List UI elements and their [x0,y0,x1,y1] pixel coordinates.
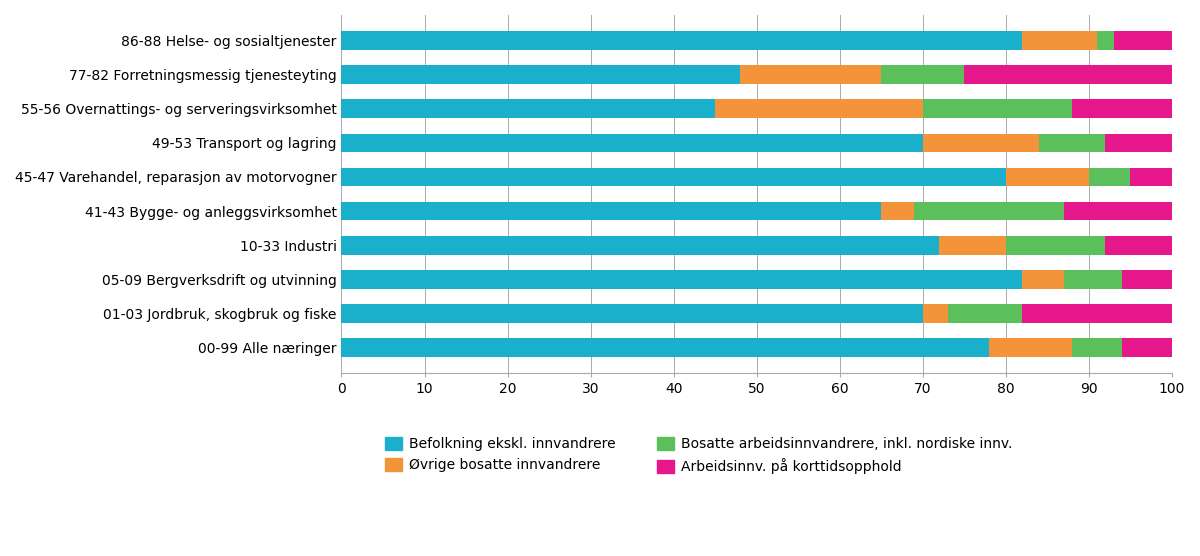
Bar [342,338,989,357]
Bar [1022,304,1172,322]
Bar [1064,270,1122,289]
Bar [342,133,923,152]
Bar [1097,31,1114,50]
Bar [1122,338,1172,357]
Bar [342,167,1006,186]
Bar [1064,202,1172,220]
Bar [1072,100,1172,118]
Bar [1114,31,1172,50]
Bar [881,202,914,220]
Bar [1006,236,1105,255]
Bar [881,66,965,84]
Bar [923,133,1039,152]
Bar [1006,167,1088,186]
Bar [1122,270,1172,289]
Bar [948,304,1022,322]
Bar [1105,236,1172,255]
Bar [342,270,1022,289]
Bar [989,338,1072,357]
Bar [342,202,881,220]
Bar [715,100,923,118]
Bar [1105,133,1172,152]
Bar [1022,270,1064,289]
Bar [1088,167,1130,186]
Bar [923,100,1072,118]
Bar [342,31,1022,50]
Bar [940,236,1006,255]
Bar [923,304,948,322]
Bar [1022,31,1097,50]
Bar [342,236,940,255]
Bar [740,66,881,84]
Bar [914,202,1064,220]
Bar [1072,338,1122,357]
Legend: Befolkning ekskl. innvandrere, Øvrige bosatte innvandrere, Bosatte arbeidsinnvan: Befolkning ekskl. innvandrere, Øvrige bo… [385,437,1012,474]
Bar [1130,167,1172,186]
Bar [342,66,740,84]
Bar [1039,133,1105,152]
Bar [342,304,923,322]
Bar [965,66,1172,84]
Bar [342,100,715,118]
